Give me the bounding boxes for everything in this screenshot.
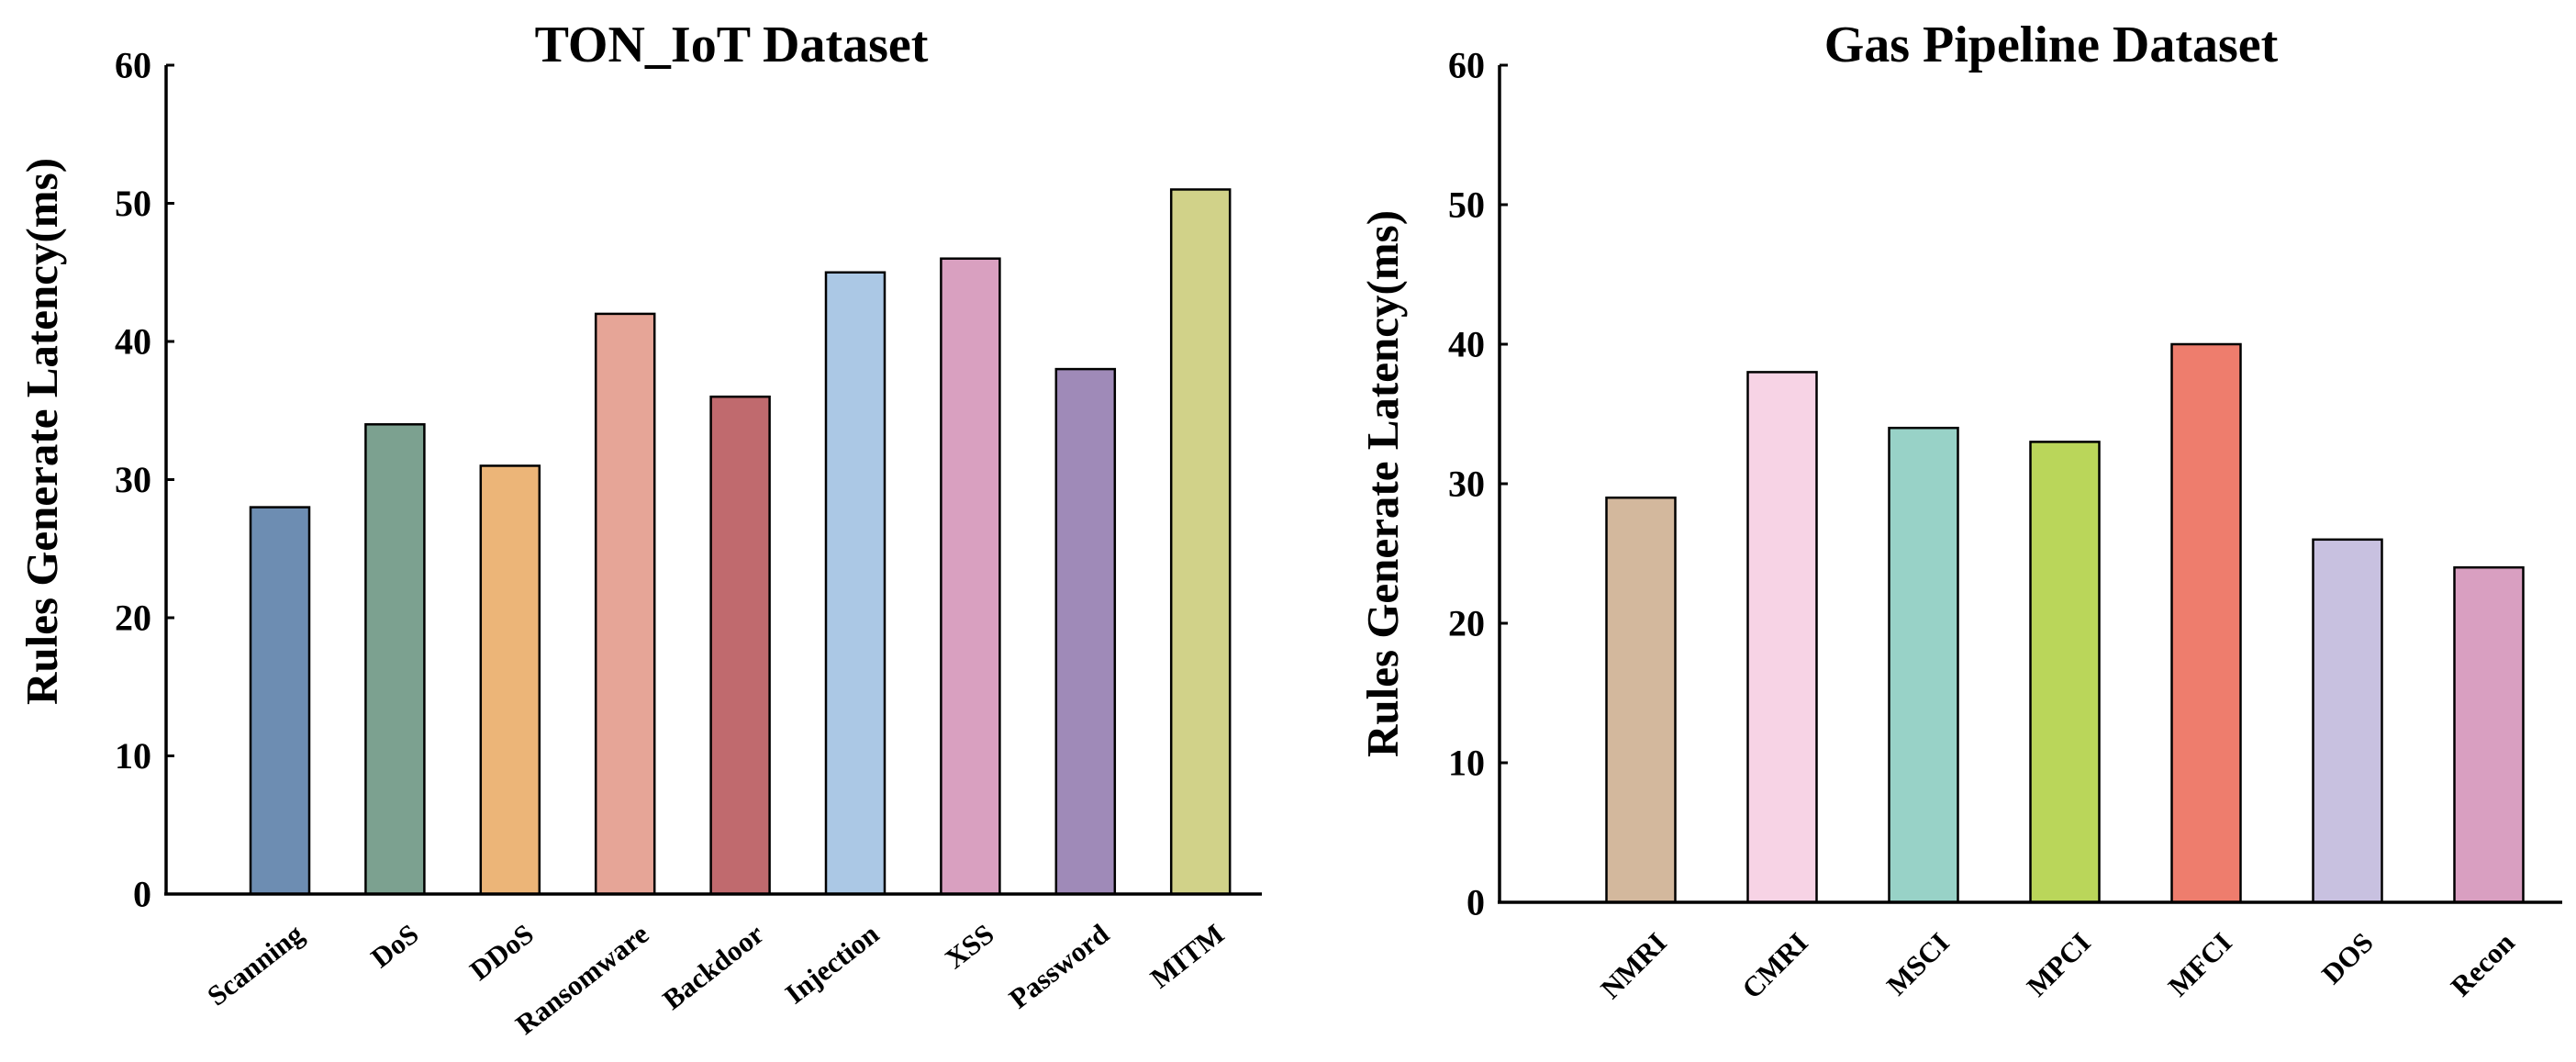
y-tick-label: 40	[115, 321, 151, 363]
y-axis-label: Rules Generate Latency(ms)	[1357, 210, 1408, 757]
y-tick-label: 0	[133, 874, 151, 915]
bar-msci	[1888, 426, 1959, 904]
y-tick-label: 30	[115, 459, 151, 500]
bar-recon	[2453, 565, 2525, 904]
x-tick-label: NMRI	[1594, 926, 1673, 1005]
y-tick-label: 50	[115, 183, 151, 224]
y-tick-label: 60	[115, 45, 151, 86]
y-tick-label: 20	[115, 598, 151, 639]
x-axis-tick-labels: NMRI CMRI MSCI MPCI MFCI DOS Recon	[1594, 926, 2521, 1005]
bar-backdoor	[709, 395, 771, 896]
bars	[1605, 342, 2525, 904]
chart-title: TON_IoT Dataset	[535, 17, 929, 73]
bar-dos	[2312, 538, 2383, 904]
bar-ransomware	[594, 312, 656, 896]
y-tick-label: 0	[1466, 882, 1485, 923]
bar-dos	[364, 423, 426, 896]
bar-xss	[940, 257, 1001, 896]
x-tick-label: Backdoor	[656, 917, 770, 1015]
bar-mitm	[1169, 188, 1232, 896]
chart-title: Gas Pipeline Dataset	[1824, 17, 2279, 73]
x-tick-label: Password	[1003, 918, 1115, 1015]
x-tick-label: DDoS	[463, 918, 540, 987]
y-tick-label: 40	[1448, 324, 1485, 365]
y-axis-label: Rules Generate Latency(ms)	[17, 158, 67, 705]
gas-pipeline-bar-chart: Gas Pipeline Dataset Rules Generate Late…	[1357, 17, 2562, 1005]
y-tick-label: 10	[115, 735, 151, 777]
y-tick-label: 20	[1448, 603, 1485, 644]
y-axis-ticks: 0 10 20 30 40 50 60	[1448, 45, 1508, 923]
bar-mfci	[2170, 342, 2242, 904]
bar-cmri	[1746, 371, 1818, 904]
bar-ddos	[479, 464, 541, 896]
bar-scanning	[249, 506, 311, 896]
x-tick-label: MSCI	[1880, 926, 1956, 1001]
x-tick-label: Scanning	[201, 917, 309, 1012]
x-tick-label: DOS	[2315, 926, 2380, 990]
ton-iot-bar-chart: TON_IoT Dataset Rules Generate Latency(m…	[17, 17, 1262, 1041]
y-tick-label: 60	[1448, 45, 1485, 86]
x-tick-label: Recon	[2445, 926, 2521, 1002]
x-tick-label: DoS	[365, 918, 425, 975]
bar-nmri	[1605, 496, 1677, 904]
bar-password	[1054, 367, 1117, 896]
x-tick-label: MITM	[1144, 918, 1230, 995]
x-tick-label: MFCI	[2162, 926, 2238, 1002]
x-tick-label: XSS	[939, 918, 999, 976]
y-tick-label: 10	[1448, 743, 1485, 784]
x-tick-label: Injection	[779, 918, 885, 1011]
bars	[249, 188, 1232, 896]
bar-injection	[824, 271, 887, 896]
y-tick-label: 30	[1448, 464, 1485, 505]
x-tick-label: CMRI	[1735, 926, 1814, 1005]
x-tick-label: MPCI	[2021, 926, 2097, 1002]
bar-mpci	[2029, 441, 2101, 904]
y-tick-label: 50	[1448, 184, 1485, 226]
